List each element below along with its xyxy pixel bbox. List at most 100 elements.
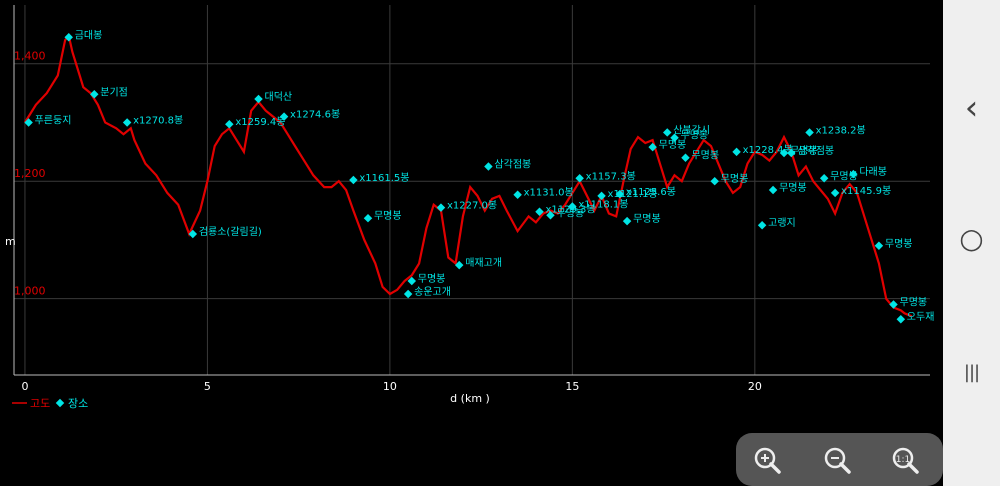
place-marker-label: 푸른둥지 bbox=[35, 114, 72, 126]
series-line-elevation bbox=[23, 32, 913, 318]
place-marker[interactable]: 분기점 bbox=[90, 86, 128, 99]
place-marker-diamond bbox=[403, 289, 413, 299]
place-marker[interactable]: x1227.0봉 bbox=[436, 200, 497, 212]
place-marker-label: x1227.0봉 bbox=[447, 200, 497, 212]
place-marker[interactable]: x1259.4봉 bbox=[225, 116, 285, 129]
place-marker-label: 산불감시 bbox=[673, 124, 710, 136]
place-marker-label: 금대봉 bbox=[75, 29, 103, 41]
y-axis-label: m bbox=[5, 235, 16, 248]
x-tick-label: 10 bbox=[383, 380, 397, 393]
place-marker[interactable]: x1161.5봉 bbox=[349, 172, 410, 185]
place-marker-label: 매재고개 bbox=[465, 257, 502, 269]
place-marker-diamond bbox=[889, 300, 898, 309]
place-marker[interactable]: 무명봉 bbox=[363, 210, 402, 223]
x-axis-label: d (km ) bbox=[450, 392, 490, 405]
place-marker-label: x1274.6봉 bbox=[290, 109, 340, 121]
place-marker[interactable]: 오두재 bbox=[896, 311, 935, 324]
place-marker[interactable]: 무명봉 bbox=[768, 182, 807, 195]
place-marker-label: 무명봉 bbox=[633, 213, 661, 225]
place-marker[interactable]: 매재고개 bbox=[454, 257, 502, 270]
svg-text:1:1: 1:1 bbox=[896, 455, 910, 465]
zoom-controls: 1:1 bbox=[736, 433, 943, 486]
place-marker[interactable]: 무명봉 bbox=[407, 273, 446, 286]
place-marker-diamond bbox=[710, 176, 719, 186]
place-marker-label: 무명봉 bbox=[374, 210, 402, 222]
place-marker-diamond bbox=[484, 162, 493, 171]
back-button[interactable]: ‹ bbox=[964, 88, 979, 128]
place-marker[interactable]: 푸른둥지 bbox=[24, 114, 72, 127]
place-marker[interactable]: x1157.3봉 bbox=[575, 170, 636, 183]
legend-label-elevation: 고도 bbox=[30, 397, 50, 410]
place-marker[interactable]: x1131.0봉 bbox=[513, 187, 574, 199]
place-marker[interactable]: 무명봉 bbox=[681, 150, 719, 162]
x-tick-label: 20 bbox=[748, 380, 762, 393]
place-marker-label: 무명봉 bbox=[721, 173, 749, 185]
place-marker[interactable]: x1145.9봉 bbox=[830, 185, 891, 198]
place-marker[interactable]: 고랭지 bbox=[757, 217, 796, 230]
place-marker[interactable]: 송운고개 bbox=[403, 286, 451, 299]
place-marker-label: 검룡소(갈림길) bbox=[199, 225, 262, 238]
y-tick-label: 1,000 bbox=[14, 285, 46, 298]
place-marker[interactable]: 다래봉 bbox=[849, 166, 887, 179]
place-marker-diamond bbox=[349, 175, 358, 185]
place-marker[interactable]: 무명봉 bbox=[622, 213, 661, 226]
place-marker-diamond bbox=[663, 128, 672, 137]
place-marker-diamond bbox=[436, 203, 446, 212]
system-navigation-bar: ‹ ○ ||| bbox=[943, 0, 1000, 486]
place-marker[interactable]: 삼각점봉 bbox=[484, 159, 531, 171]
place-marker[interactable]: x1270.8봉 bbox=[122, 114, 183, 127]
place-marker-label: 대덕산 bbox=[265, 91, 293, 103]
place-marker-label: x1270.8봉 bbox=[133, 114, 183, 126]
place-marker-label: 삼각점봉 bbox=[494, 159, 531, 171]
y-tick-label: 1,200 bbox=[14, 167, 46, 180]
place-marker-label: x1131.0봉 bbox=[524, 187, 574, 199]
home-button[interactable]: ○ bbox=[959, 222, 984, 255]
recents-button[interactable]: ||| bbox=[963, 362, 980, 383]
place-marker[interactable]: x1238.2봉 bbox=[805, 124, 866, 137]
place-marker-label: 오두재 bbox=[907, 311, 935, 323]
zoom-out-button[interactable] bbox=[820, 443, 856, 479]
zoom-reset-button[interactable]: 1:1 bbox=[888, 443, 924, 479]
place-marker-diamond bbox=[757, 220, 767, 230]
place-marker-label: 고랭지 bbox=[768, 217, 796, 229]
tick-labels: 0 5 10 15 20 1,000 1,200 1,400 bbox=[14, 50, 762, 393]
legend-marker-swatch bbox=[55, 398, 65, 408]
place-marker[interactable]: 검룡소(갈림길) bbox=[188, 225, 262, 239]
zoom-in-button[interactable] bbox=[750, 443, 786, 479]
place-marker-label: x1125.6봉 bbox=[626, 186, 676, 198]
place-marker-diamond bbox=[279, 112, 289, 121]
place-marker-diamond bbox=[681, 153, 690, 162]
place-marker-label: x1161.5봉 bbox=[359, 172, 409, 184]
place-marker[interactable]: 무명봉 bbox=[889, 297, 927, 309]
zoom-out-icon bbox=[824, 447, 846, 469]
place-marker-label: 송운고개 bbox=[414, 286, 451, 298]
place-marker-diamond bbox=[188, 229, 198, 239]
place-marker-diamond bbox=[363, 213, 373, 223]
x-tick-label: 5 bbox=[204, 380, 211, 393]
place-marker-diamond bbox=[622, 216, 632, 226]
place-marker-diamond bbox=[407, 276, 417, 286]
place-marker-label: 다래봉 bbox=[859, 166, 887, 178]
place-marker-label: x1157.3봉 bbox=[586, 170, 636, 182]
x-tick-label: 15 bbox=[565, 380, 579, 393]
place-marker-label: 무명봉 bbox=[790, 145, 818, 157]
place-marker-label: 분기점 bbox=[100, 86, 128, 98]
place-marker-label: x1259.4봉 bbox=[235, 116, 285, 128]
place-marker-label: 무명봉 bbox=[418, 273, 446, 285]
zoom-fit-icon bbox=[892, 447, 914, 469]
legend-label-places: 장소 bbox=[68, 397, 88, 410]
place-marker[interactable]: 금대봉 bbox=[64, 29, 103, 42]
place-marker[interactable]: x1274.6봉 bbox=[279, 109, 340, 121]
place-marker[interactable]: 대덕산 bbox=[254, 91, 293, 104]
place-marker-label: x1238.2봉 bbox=[816, 124, 866, 136]
place-marker[interactable]: 무명봉 bbox=[874, 238, 913, 251]
place-marker-diamond bbox=[122, 118, 132, 127]
place-marker-label: 무명봉 bbox=[779, 182, 807, 194]
place-marker-diamond bbox=[896, 314, 906, 324]
place-marker[interactable]: 무명봉 bbox=[710, 173, 749, 186]
grid bbox=[14, 5, 930, 375]
x-tick-label: 0 bbox=[21, 380, 28, 393]
place-marker-diamond bbox=[830, 188, 840, 198]
place-marker-label: 무명봉 bbox=[885, 238, 913, 250]
